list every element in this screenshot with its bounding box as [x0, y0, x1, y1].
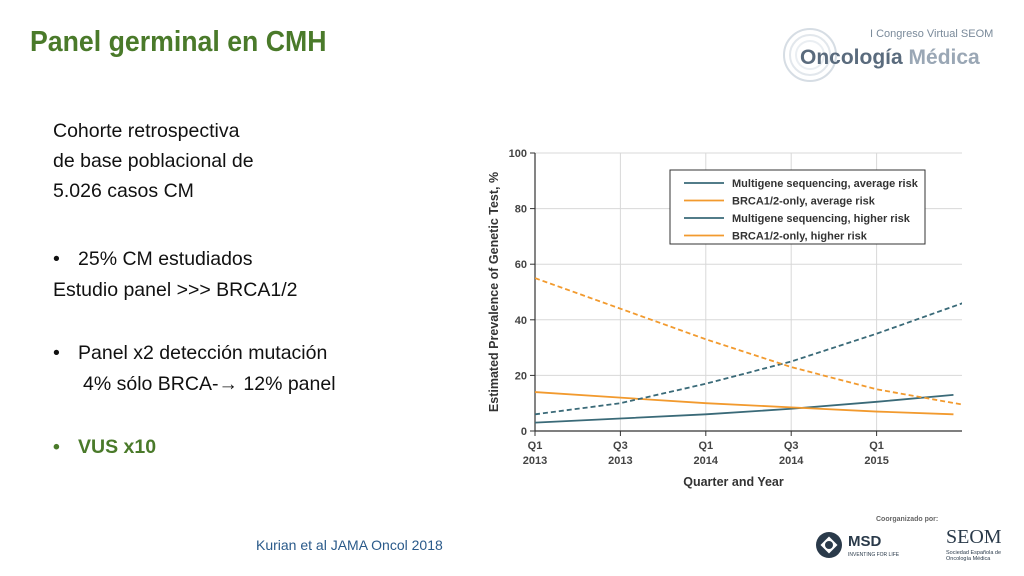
legend-entry-4: BRCA1/2-only, higher risk: [732, 231, 868, 243]
y-tick-label: 40: [515, 315, 527, 327]
x-tick-label: Q3: [784, 440, 799, 452]
intro-line-2: de base poblacional de: [53, 150, 254, 172]
panel-rate-text: 12% panel: [237, 373, 336, 395]
bullet-dot: •: [53, 342, 60, 364]
coorganized-label: Coorganizado por:: [876, 516, 939, 523]
citation-text: Kurian et al JAMA Oncol 2018: [256, 537, 443, 553]
bullet-item-panel: • Panel x2 detección mutación: [53, 338, 433, 369]
x-tick-label: Q1: [698, 440, 713, 452]
seom-logo: SEOM Sociedad Española de Oncología Médi…: [944, 526, 1014, 571]
congress-logo: I Congreso Virtual SEOM Oncología Médica: [780, 14, 1010, 94]
x-axis-label: Quarter and Year: [683, 475, 784, 489]
intro-line-1: Cohorte retrospectiva: [53, 120, 240, 142]
seom-subtitle: Sociedad Española de Oncología Médica: [946, 550, 1002, 562]
legend-entry-3: Multigene sequencing, higher risk: [732, 213, 911, 225]
msd-logo: MSD INVENTING FOR LIFE: [814, 530, 899, 562]
y-tick-label: 60: [515, 259, 527, 271]
x-tick-label: Q1: [869, 440, 884, 452]
legend-entry-1: Multigene sequencing, average risk: [732, 178, 919, 190]
logo-congress-text: I Congreso Virtual SEOM: [870, 28, 994, 40]
bullet-list: • 25% CM estudiados Estudio panel >>> BRC…: [53, 244, 433, 463]
msd-tagline: INVENTING FOR LIFE: [848, 552, 900, 558]
x-tick-label: Q1: [528, 440, 543, 452]
series-line-3: [535, 302, 962, 416]
x-tick-label-year: 2015: [864, 455, 888, 467]
seom-name: SEOM: [946, 526, 1002, 548]
bullet-item-vus: • VUS x10: [53, 432, 433, 463]
series-line-4: [535, 277, 962, 406]
x-tick-label-year: 2014: [694, 455, 719, 467]
bullet-dot: •: [53, 248, 60, 270]
slide-title: Panel germinal en CMH: [30, 26, 327, 58]
bullet-panel-text: Panel x2 detección mutación: [78, 342, 328, 364]
bullet-vus-text: VUS x10: [78, 436, 157, 458]
intro-text: Cohorte retrospectiva de base poblaciona…: [53, 116, 383, 206]
x-tick-label-year: 2014: [779, 455, 804, 467]
logo-rings-icon: [783, 28, 837, 82]
y-tick-label: 100: [509, 148, 527, 160]
y-tick-label: 80: [515, 204, 527, 216]
bullet-studied-text: 25% CM estudiados: [78, 248, 253, 270]
series-line-2: [535, 391, 954, 416]
logo-main-text: Oncología Médica: [800, 46, 980, 70]
arrow-right-icon: →: [218, 373, 238, 395]
logo-o-letter: O: [800, 46, 817, 69]
logo-medica: Médica: [908, 46, 980, 69]
prevalence-line-chart: 0 20 40 60 80 100 Q1 2013 Q3 2013 Q1 2014 Q3 2014 Q1 20…: [487, 148, 962, 489]
panel-vs-brca-line: Estudio panel >>> BRCA1/2: [53, 279, 298, 301]
y-axis-label: Estimated Prevalence of Genetic Test, %: [487, 172, 501, 412]
brca-only-text: 4% sólo BRCA-: [83, 373, 219, 395]
legend-entry-2: BRCA1/2-only, average risk: [732, 196, 876, 208]
x-tick-label: Q3: [613, 440, 628, 452]
y-tick-label: 20: [515, 370, 527, 382]
detection-comparison-line: 4% sólo BRCA-→ 12% panel: [53, 369, 433, 400]
bullet-dot: •: [53, 436, 60, 458]
x-tick-label-year: 2013: [608, 455, 632, 467]
msd-name: MSD: [848, 533, 882, 550]
bullet-item-studied: • 25% CM estudiados: [53, 244, 433, 275]
x-tick-label-year: 2013: [523, 455, 547, 467]
logo-oncologia: ncología: [816, 46, 909, 69]
y-tick-label: 0: [521, 426, 527, 438]
msd-emblem-icon: [816, 532, 842, 558]
intro-line-3: 5.026 casos CM: [53, 180, 194, 202]
series-line-1: [535, 393, 954, 424]
